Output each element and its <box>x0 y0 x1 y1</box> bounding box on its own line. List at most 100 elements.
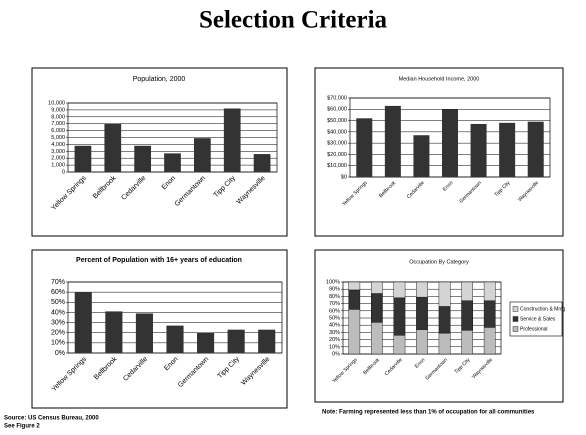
x-tick-label: Tipp City <box>493 180 511 198</box>
bar-segment <box>438 281 451 307</box>
y-tick-label: 20% <box>51 330 65 337</box>
bar-segment <box>371 322 383 355</box>
y-tick-label: 7,000 <box>51 121 65 127</box>
y-tick-label: 50% <box>329 315 340 321</box>
y-tick-label: $30,000 <box>327 141 347 147</box>
legend-label: Construction & Mnfg <box>520 306 566 312</box>
legend-swatch <box>512 306 519 312</box>
bar <box>442 109 458 177</box>
x-tick-label: Enon <box>163 356 180 373</box>
y-tick-label: 4,000 <box>51 142 65 148</box>
x-tick-label: Enon <box>442 180 455 193</box>
y-tick-label: 70% <box>329 301 340 307</box>
bar <box>135 313 153 353</box>
x-tick-label: Bellbrook <box>378 180 397 199</box>
y-tick-label: 40% <box>329 323 340 329</box>
see-figure: See Figure 2 <box>4 424 40 430</box>
x-tick-label: Germantown <box>177 356 210 389</box>
panel <box>314 249 564 403</box>
x-tick-label: Waynesville <box>471 357 494 380</box>
y-tick-label: 5,000 <box>51 135 65 141</box>
x-tick-label: Waynesville <box>236 175 267 206</box>
legend-swatch <box>512 326 519 332</box>
bar-segment <box>438 306 451 334</box>
y-tick-label: 20% <box>329 337 340 343</box>
chart-title: Population, 2000 <box>133 76 186 83</box>
y-tick-label: 1,000 <box>51 163 65 169</box>
x-tick-label: Cedarville <box>120 175 147 202</box>
bar-segment <box>416 329 428 355</box>
bar <box>413 135 430 177</box>
y-tick-label: $60,000 <box>327 107 347 113</box>
source: Source: US Census Bureau, 2000 <box>4 416 99 422</box>
bar-segment <box>393 281 406 299</box>
bar-segment <box>416 281 428 298</box>
bar <box>164 153 181 172</box>
y-tick-label: $0 <box>341 174 347 180</box>
bar-segment <box>371 281 383 294</box>
legend-label: Professional <box>520 326 548 332</box>
y-tick-label: 60% <box>51 289 65 296</box>
bar <box>223 108 241 172</box>
y-tick-label: 90% <box>329 287 340 293</box>
y-tick-label: 10% <box>51 340 65 347</box>
panel <box>31 249 288 409</box>
bar <box>74 145 92 172</box>
y-tick-label: $10,000 <box>327 163 347 169</box>
bar-segment <box>483 300 496 328</box>
bar <box>227 329 245 353</box>
x-tick-label: Enon <box>414 357 427 370</box>
y-tick-label: 70% <box>51 279 65 286</box>
bar-segment <box>461 281 473 301</box>
y-tick-label: 100% <box>326 279 340 285</box>
legend-label: Service & Sales <box>520 316 556 322</box>
x-tick-label: Tipp City <box>213 174 238 199</box>
x-tick-label: Cedarville <box>384 357 404 377</box>
x-tick-label: Waynesville <box>240 356 271 387</box>
y-tick-label: 50% <box>51 299 65 306</box>
x-tick-label: Tipp City <box>453 357 471 375</box>
chart-title: Occupation By Category <box>409 259 469 265</box>
panel <box>31 67 288 237</box>
bar <box>384 105 401 177</box>
bar <box>499 122 516 177</box>
y-tick-label: 0% <box>55 350 65 357</box>
bar <box>193 138 211 172</box>
bar <box>253 154 271 172</box>
x-tick-label: Tipp City <box>217 355 242 380</box>
x-tick-label: Germantown <box>424 357 449 382</box>
y-tick-label: 10% <box>329 344 340 350</box>
bar-segment <box>371 293 383 323</box>
bar-segment <box>461 300 473 331</box>
y-tick-label: 3,000 <box>51 149 65 155</box>
bar-segment <box>461 330 473 355</box>
legend <box>509 301 563 337</box>
x-tick-label: Waynesville <box>517 180 540 203</box>
x-tick-label: Bellbrook <box>362 357 381 376</box>
x-tick-label: Yellow Springs <box>50 174 88 212</box>
x-tick-label: Yellow Springs <box>331 357 359 385</box>
panel <box>314 67 564 237</box>
x-tick-label: Germantown <box>458 180 483 205</box>
x-tick-label: Cedarville <box>406 180 426 200</box>
bar-segment <box>393 297 406 336</box>
bar <box>527 121 544 177</box>
bar-segment <box>393 335 406 355</box>
y-tick-label: 60% <box>329 308 340 314</box>
y-tick-label: 0% <box>332 351 340 357</box>
x-tick-label: Yellow Springs <box>341 180 369 208</box>
x-tick-label: Germantown <box>174 175 207 208</box>
y-tick-label: 0 <box>62 169 65 175</box>
y-tick-label: $20,000 <box>327 152 347 158</box>
y-tick-label: 9,000 <box>51 107 65 113</box>
legend-swatch <box>512 316 519 322</box>
y-tick-label: 2,000 <box>51 156 65 162</box>
x-tick-label: Bellbrook <box>93 355 119 381</box>
note: Note: Farming represented less than 1% o… <box>322 410 535 416</box>
bar-segment <box>348 309 361 355</box>
bar <box>197 332 215 353</box>
y-tick-label: 30% <box>329 330 340 336</box>
y-tick-label: 8,000 <box>51 114 65 120</box>
bar-segment <box>348 289 361 310</box>
bar <box>105 311 123 353</box>
